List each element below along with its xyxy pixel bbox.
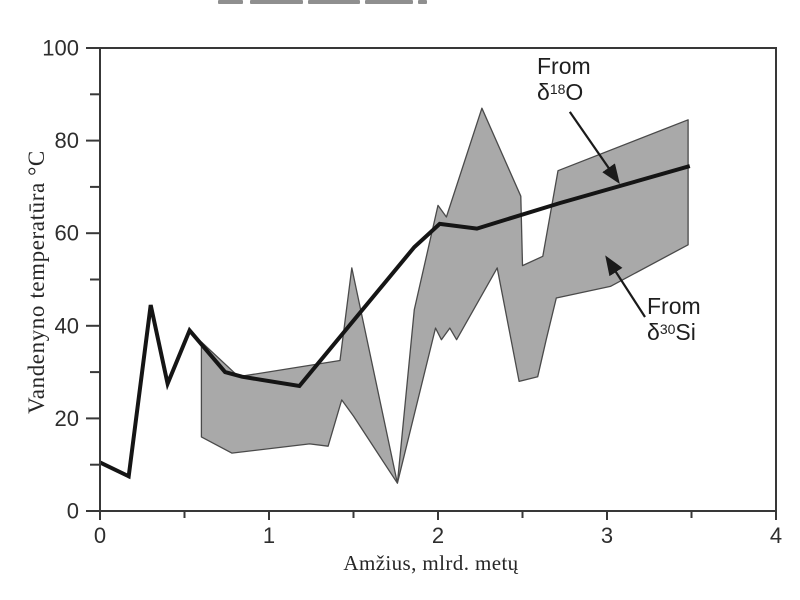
d18o-line bbox=[99, 164, 691, 480]
annotation-d18o-label: From δ18O bbox=[537, 53, 591, 105]
y-tick-label: 0 bbox=[67, 499, 79, 524]
x-axis-title: Amžius, mlrd. metų bbox=[343, 551, 519, 575]
annotation-arrows bbox=[568, 111, 646, 318]
axis-ticks bbox=[86, 47, 777, 520]
y-tick-label: 80 bbox=[55, 128, 79, 153]
d30si-band bbox=[200, 107, 689, 484]
annotation-d30si-line1: From bbox=[647, 293, 701, 319]
x-tick-label: 3 bbox=[601, 523, 613, 548]
x-tick-label: 0 bbox=[94, 523, 106, 548]
x-tick-label: 1 bbox=[263, 523, 275, 548]
annotation-d18o-line1: From bbox=[537, 53, 591, 79]
y-axis-title: Vandenyno temperatūra °C bbox=[24, 150, 49, 414]
annotation-d30si-line2: δ30Si bbox=[647, 319, 696, 345]
x-tick-label: 2 bbox=[432, 523, 444, 548]
annotation-d30si-label: From δ30Si bbox=[647, 293, 701, 345]
x-tick-label: 4 bbox=[770, 523, 782, 548]
y-tick-label: 40 bbox=[55, 313, 79, 338]
y-tick-label: 60 bbox=[55, 221, 79, 246]
y-tick-label: 100 bbox=[42, 36, 79, 61]
y-tick-label: 20 bbox=[55, 406, 79, 431]
annotation-d18o-line2: δ18O bbox=[537, 79, 584, 105]
